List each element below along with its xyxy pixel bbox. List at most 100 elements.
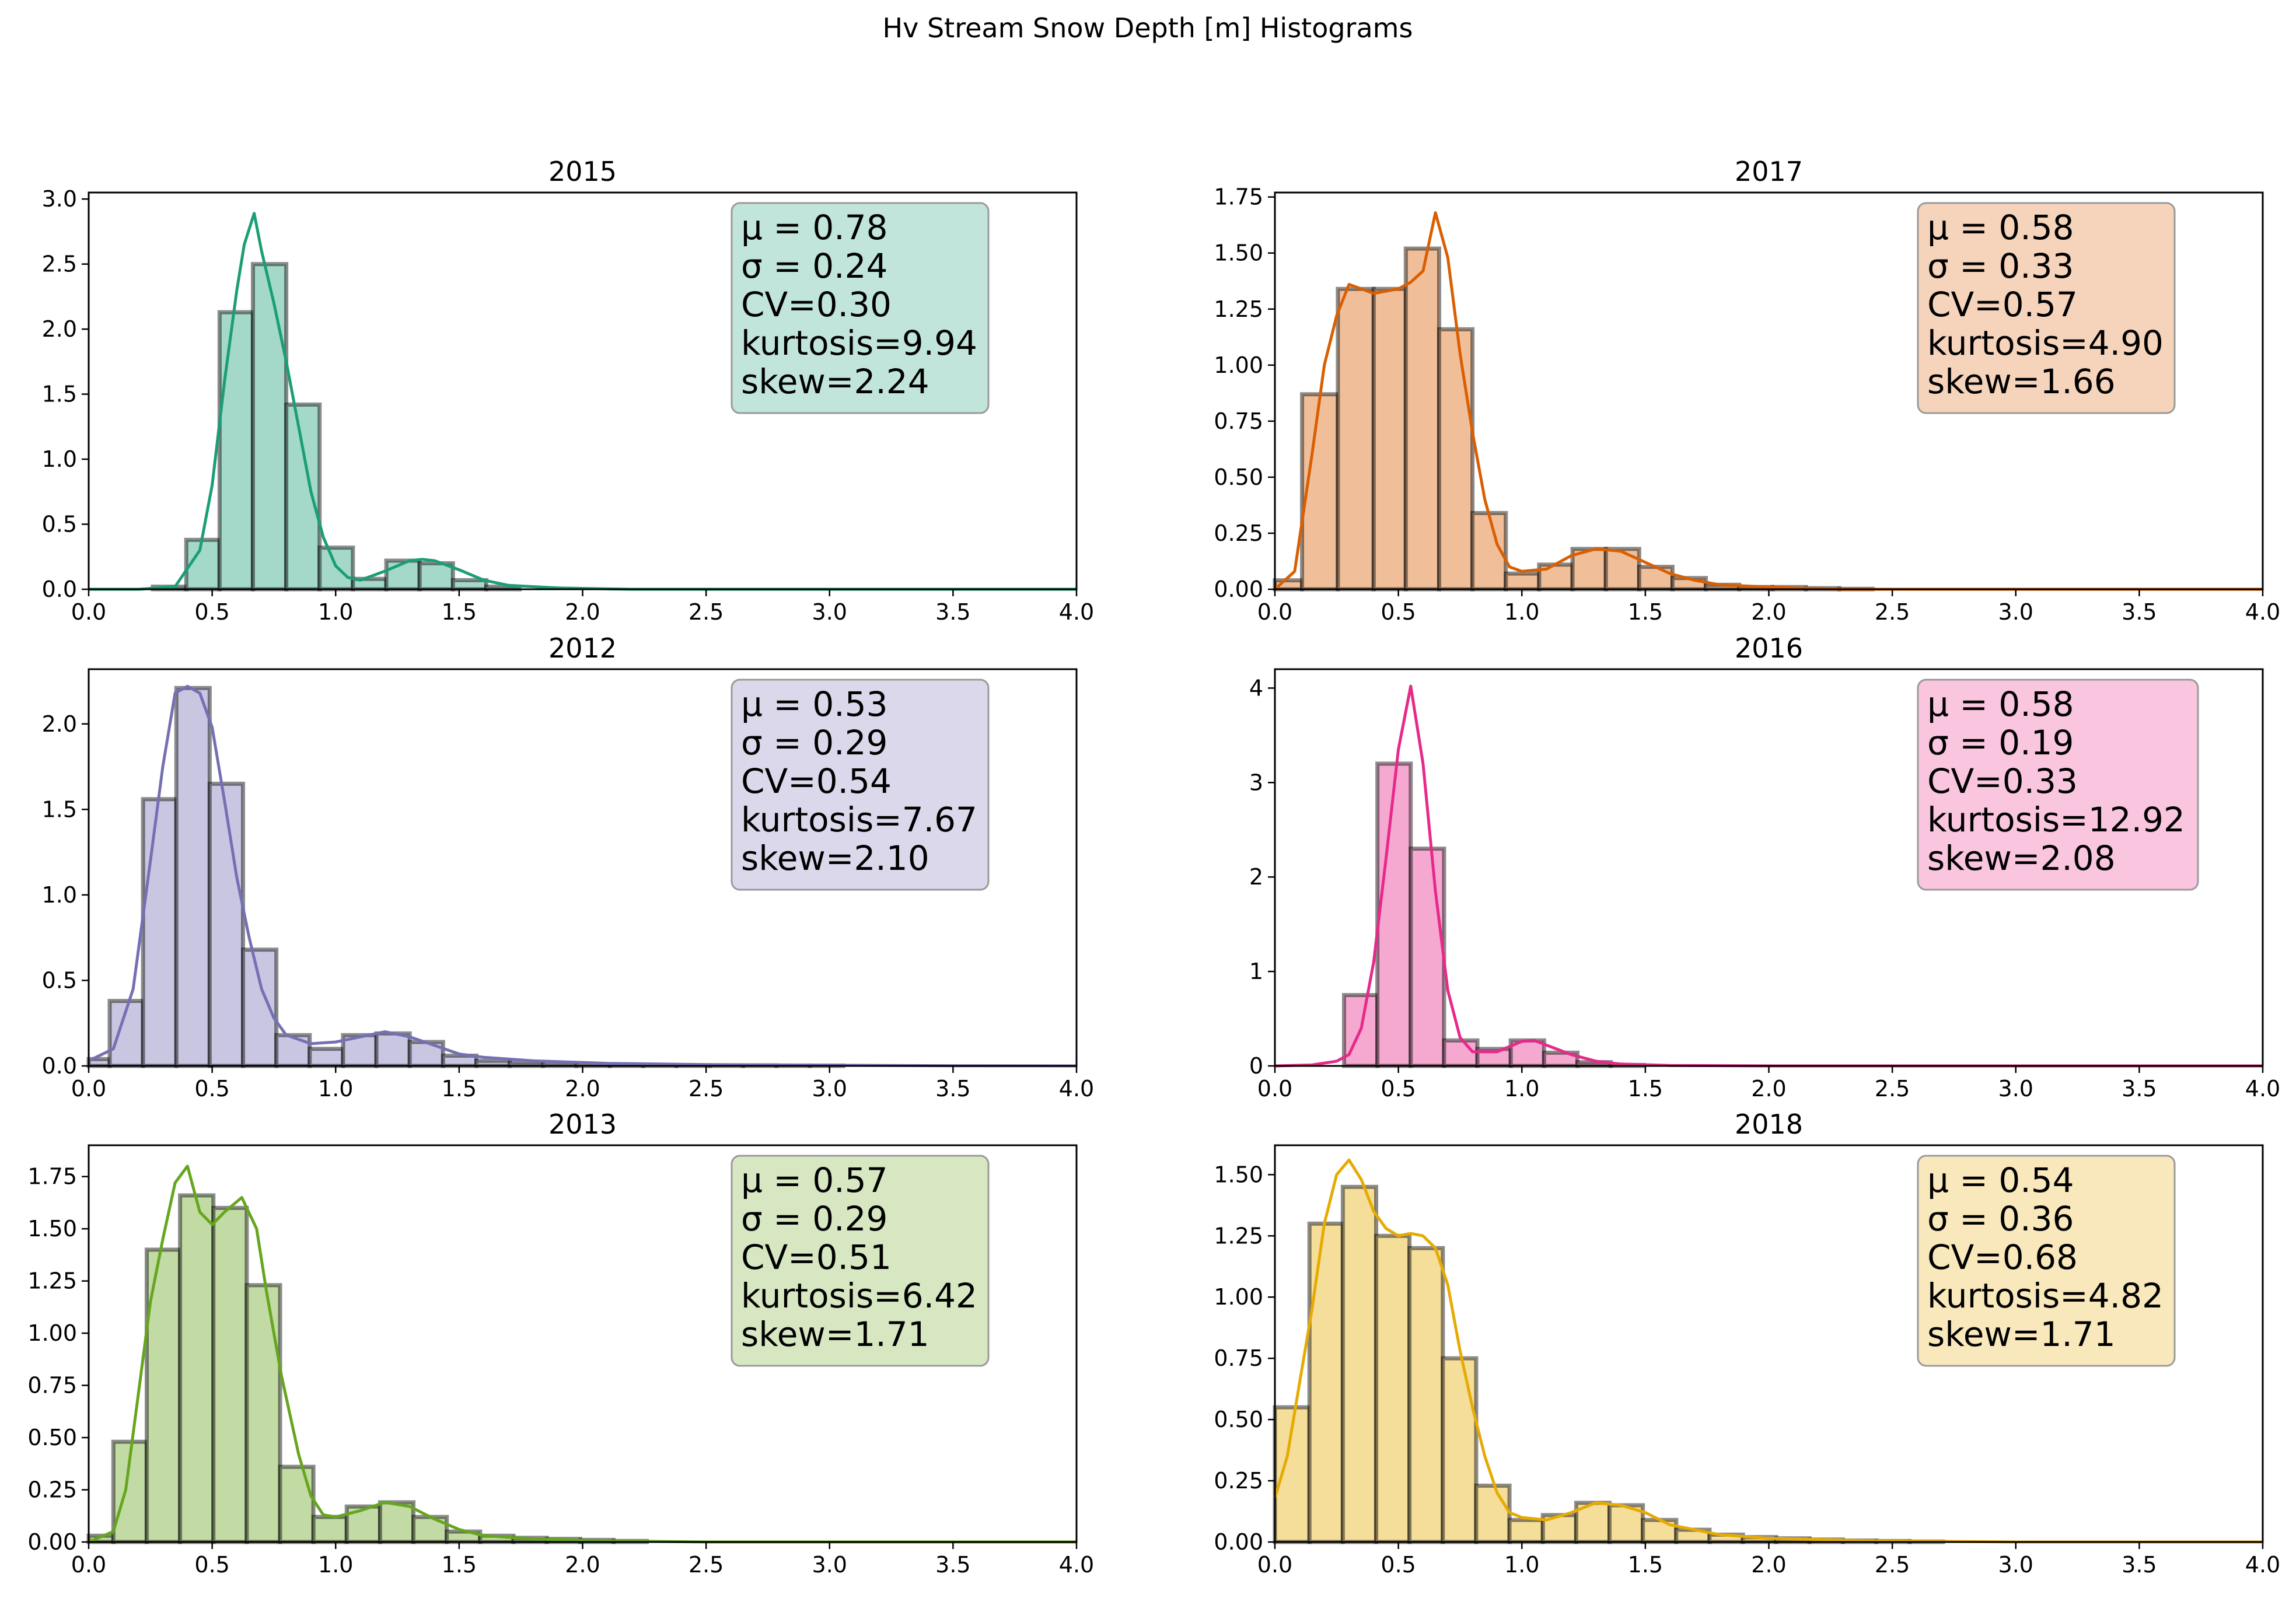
y-tick-label: 1.50 [27,1216,77,1242]
panel-2018: 0.0 0.5 1.0 1.5 2.0 2.5 3.0 3.5 4.0 0.00 0.25 0.50 0… [1214,1109,2280,1578]
histogram-bar [1441,1356,1479,1544]
x-tick-label: 1.0 [1504,599,1539,625]
stats-line: kurtosis=4.82 [1927,1276,2164,1316]
stats-line: μ = 0.54 [1927,1160,2074,1200]
x-tick-label: 4.0 [1059,599,1094,625]
panel-2013: 0.0 0.5 1.0 1.5 2.0 2.5 3.0 3.5 4.0 0.00 0.25 0.50 0… [27,1109,1094,1578]
y-tick-label: 1.50 [1214,1162,1263,1187]
stats-line: μ = 0.58 [1927,684,2074,724]
stats-line: μ = 0.58 [1927,208,2074,247]
histogram-bar [317,546,355,592]
stats-line: skew=1.71 [1927,1314,2116,1354]
panel-2015: 0.0 0.5 1.0 1.5 2.0 2.5 3.0 3.5 4.0 0.0 0.5 1.0 1.5 2… [42,156,1095,625]
panel-2012: 0.0 0.5 1.0 1.5 2.0 2.5 3.0 3.5 4.0 0.0 0.5 1.0 1.5 2… [42,632,1095,1102]
histogram-bar [1637,565,1675,592]
x-tick-label: 2.0 [565,1076,600,1102]
histogram-bar [1340,1184,1379,1544]
histogram-bar [1403,246,1441,592]
x-tick-label: 0.5 [1381,1076,1416,1102]
histogram-bar [1437,327,1475,592]
kde-curve [1274,684,2263,1068]
y-tick-label: 0.5 [42,967,77,993]
histogram-bar [174,686,212,1068]
y-tick-label: 0.50 [27,1425,77,1450]
stats-line: μ = 0.78 [741,208,888,247]
x-tick-label: 3.0 [1998,599,2033,625]
kde-curve [1273,1158,2263,1544]
histogram-bar [311,1515,349,1544]
stats-line: kurtosis=4.90 [1927,323,2164,363]
x-tick-label: 4.0 [2245,599,2280,625]
y-tick-label: 2.5 [42,251,77,277]
histogram-bar [1507,1517,1545,1544]
x-tick-label: 2.0 [1751,1552,1786,1578]
histogram-bar [141,797,179,1068]
y-tick-label: 2.0 [42,711,77,737]
x-tick-label: 0.0 [71,1076,106,1102]
x-tick-label: 0.5 [194,1076,229,1102]
stats-line: σ = 0.29 [741,1199,887,1239]
y-tick-label: 1.00 [1214,352,1263,378]
y-tick-label: 1.75 [1214,184,1263,210]
y-tick-label: 3 [1249,770,1263,795]
histogram-bar [1504,571,1542,592]
x-tick-label: 0.5 [194,1552,229,1578]
stats-line: σ = 0.24 [741,246,887,286]
x-tick-label: 0.5 [194,599,229,625]
x-tick-label: 3.0 [812,1076,847,1102]
y-tick-label: 3.0 [42,186,77,212]
kde-curve [89,212,1077,591]
stats-line: μ = 0.57 [741,1160,888,1200]
y-tick-label: 0.75 [1214,408,1263,434]
kde-curve [88,684,1077,1068]
y-tick-label: 2 [1249,864,1263,890]
histogram-bar [1641,1517,1679,1544]
x-tick-label: 0.0 [1257,599,1292,625]
histogram-bar [441,1053,479,1068]
y-tick-label: 1.5 [42,382,77,407]
stats-line: σ = 0.33 [1927,246,2074,286]
panel-title: 2012 [548,632,617,664]
panel-title: 2016 [1735,632,1803,664]
panel-title: 2017 [1735,156,1803,187]
histogram-bar [217,310,255,592]
y-tick-label: 0.50 [1214,1407,1263,1432]
x-tick-label: 3.0 [812,1552,847,1578]
y-tick-label: 0.75 [27,1373,77,1398]
stats-line: μ = 0.53 [741,684,888,724]
x-tick-label: 3.5 [935,1076,970,1102]
y-tick-label: 0.00 [27,1529,77,1555]
x-tick-label: 2.0 [1751,1076,1786,1102]
y-tick-label: 0.00 [1214,1529,1263,1555]
y-tick-label: 0.00 [1214,576,1263,602]
x-tick-label: 2.0 [565,1552,600,1578]
x-tick-label: 3.0 [1998,1552,2033,1578]
histogram-bar [1375,761,1413,1068]
histogram-bar [1371,286,1408,592]
histogram-bar [378,1500,416,1544]
y-tick-label: 2.0 [42,316,77,342]
histogram-bar [1407,1246,1445,1544]
y-tick-label: 0.0 [42,1053,77,1079]
stats-box [1917,679,2199,891]
histogram-bar [207,781,246,1068]
x-tick-label: 3.5 [935,599,970,625]
stats-line: CV=0.57 [1927,285,2078,324]
stats-line: skew=1.66 [1927,362,2116,401]
y-tick-label: 1.00 [1214,1284,1263,1310]
x-tick-label: 0.0 [1257,1076,1292,1102]
stats-box [731,202,990,414]
x-tick-label: 1.0 [1504,1076,1539,1102]
x-tick-label: 1.0 [318,599,353,625]
histogram-bar [284,402,322,592]
y-tick-label: 0.25 [1214,520,1263,546]
histogram-bar [1374,1233,1412,1544]
x-tick-label: 3.5 [2122,1076,2157,1102]
x-tick-label: 3.5 [2122,599,2157,625]
stats-line: CV=0.51 [741,1237,892,1277]
stats-line: kurtosis=12.92 [1927,800,2185,840]
x-tick-label: 0.0 [71,1552,106,1578]
y-tick-label: 1 [1249,959,1263,984]
panel-title: 2018 [1735,1109,1803,1140]
